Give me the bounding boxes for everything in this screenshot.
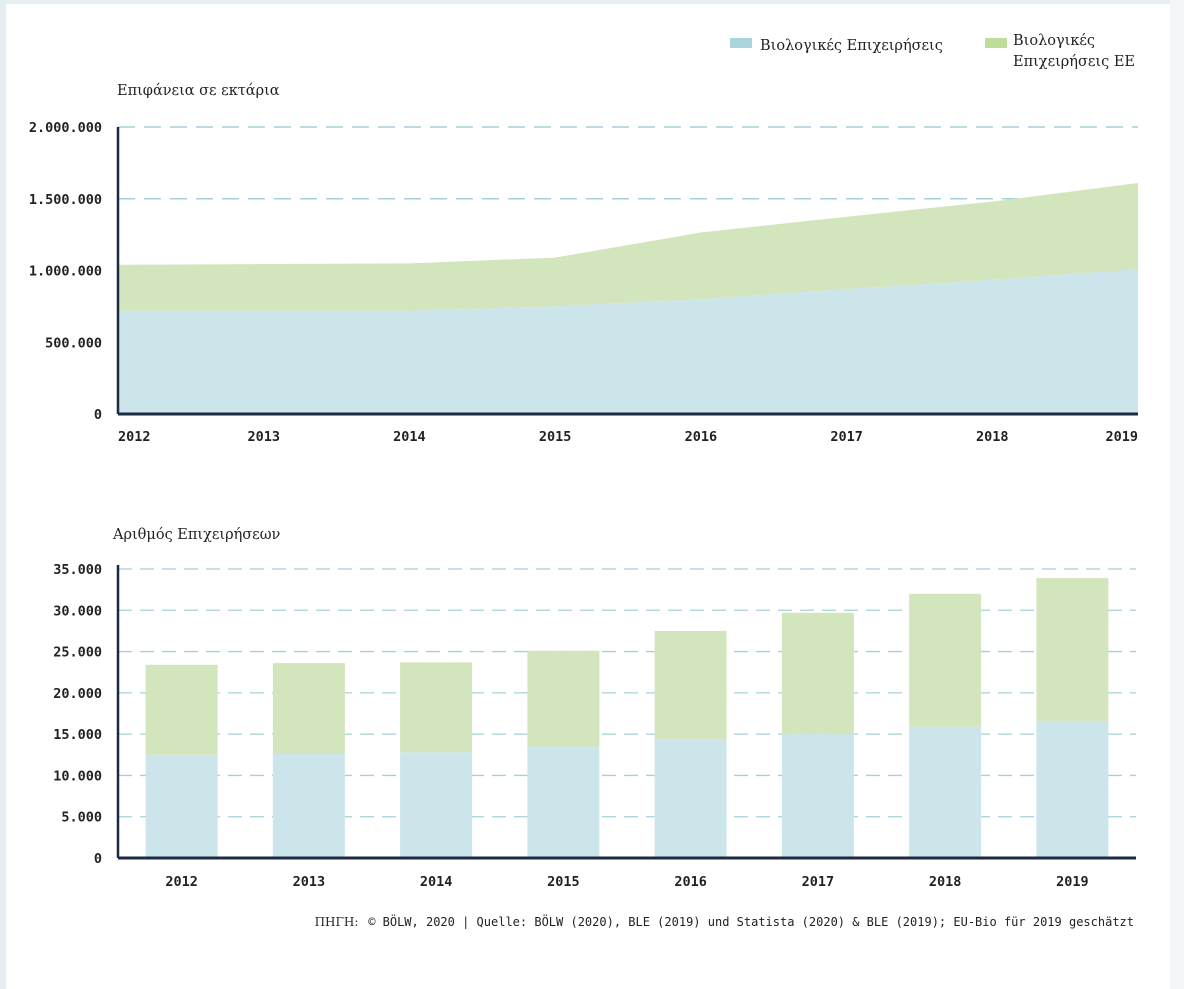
area-x-tick-label: 2018 [976,429,1009,445]
area-y-tick-label: 1.500.000 [29,192,102,208]
area-x-tick-label: 2015 [539,429,572,445]
bar-x-tick-labels: 2012 2013 2014 2015 2016 2017 2018 2019 [165,874,1088,890]
bar-x-tick-label: 2013 [293,874,326,890]
source-prefix: ΠΗΓΗ: [315,915,359,929]
bar-y-tick-label: 35.000 [53,562,102,578]
area-series-eu [118,182,1138,311]
bar-eu [400,662,473,753]
bar-y-tick-label: 30.000 [53,603,102,619]
area-x-tick-label: 2012 [118,429,151,445]
bar-x-tick-label: 2015 [547,874,580,890]
area-chart: Επιφάνεια σε εκτάρια 0 500.000 1.000.000 1.… [29,83,1138,445]
bar-eu [272,663,345,754]
bar-chart: Αριθμός Επιχειρήσεων 0 5.000 10.000 15.000 2… [53,527,1136,890]
bar-bio [909,726,982,858]
area-x-tick-labels: 2012 2013 2014 2015 2016 2017 2018 2019 [118,429,1138,445]
bar-x-tick-label: 2016 [674,874,707,890]
bar-gridlines [118,568,1136,818]
area-x-tick-label: 2017 [830,429,863,445]
bar-y-tick-label: 20.000 [53,686,102,702]
area-x-tick-label: 2016 [685,429,718,445]
legend-label-eu-line2: Επιχειρήσεις ΕΕ [1013,54,1135,70]
bar-eu [781,612,854,735]
area-x-tick-label: 2014 [393,429,426,445]
bar-x-tick-label: 2014 [420,874,453,890]
bar-y-tick-labels: 0 5.000 10.000 15.000 20.000 25.000 30.000 35.0… [53,562,102,867]
area-axes [116,127,1138,416]
area-y-tick-label: 500.000 [45,335,102,351]
legend-label-eu-line1: Βιολογικές [1013,32,1095,49]
bar-x-tick-label: 2017 [802,874,835,890]
bar-y-tick-label: 10.000 [53,768,102,784]
area-x-tick-label: 2013 [247,429,280,445]
bar-x-tick-label: 2019 [1056,874,1089,890]
area-y-tick-label: 1.000.000 [29,264,102,280]
area-chart-title: Επιφάνεια σε εκτάρια [117,83,280,99]
bar-y-tick-label: 15.000 [53,727,102,743]
legend: Βιολογικές Επιχειρήσεις Βιολογικές Επιχε… [730,32,1135,70]
source-note: ΠΗΓΗ: © BÖLW, 2020 | Quelle: BÖLW (2020)… [315,913,1134,929]
bar-eu [909,593,982,727]
bar-bio [1036,720,1109,858]
bar-y-tick-label: 5.000 [61,810,102,826]
legend-swatch-bio [730,38,752,48]
area-series-bio [118,269,1138,414]
page-left-edge [0,0,6,989]
bar-series [145,578,1109,858]
bar-bio [781,734,854,858]
bar-bio [145,754,218,858]
page-top-edge [0,0,1170,4]
bar-eu [1036,578,1109,721]
legend-swatch-eu [985,38,1007,48]
area-y-tick-label: 2.000.000 [29,120,102,136]
bar-eu [145,664,218,755]
source-text: © BÖLW, 2020 | Quelle: BÖLW (2020), BLE … [368,913,1134,929]
bar-eu [654,630,727,740]
bar-y-tick-label: 0 [94,851,102,867]
bar-bio [272,753,345,858]
area-y-tick-label: 0 [94,407,102,423]
bar-bio [527,746,600,858]
bar-bio [654,739,727,858]
bar-x-tick-label: 2018 [929,874,962,890]
bar-x-tick-label: 2012 [165,874,198,890]
area-y-tick-labels: 0 500.000 1.000.000 1.500.000 2.000.000 [29,120,102,423]
area-series [118,182,1138,414]
bar-bio [400,752,473,858]
page-right-edge [1170,0,1184,989]
legend-label-bio: Βιολογικές Επιχειρήσεις [760,37,943,54]
bar-axes [116,565,1136,860]
bar-eu [527,650,600,747]
bar-y-tick-label: 25.000 [53,645,102,661]
area-x-tick-label: 2019 [1105,429,1138,445]
bar-chart-title: Αριθμός Επιχειρήσεων [112,527,281,543]
